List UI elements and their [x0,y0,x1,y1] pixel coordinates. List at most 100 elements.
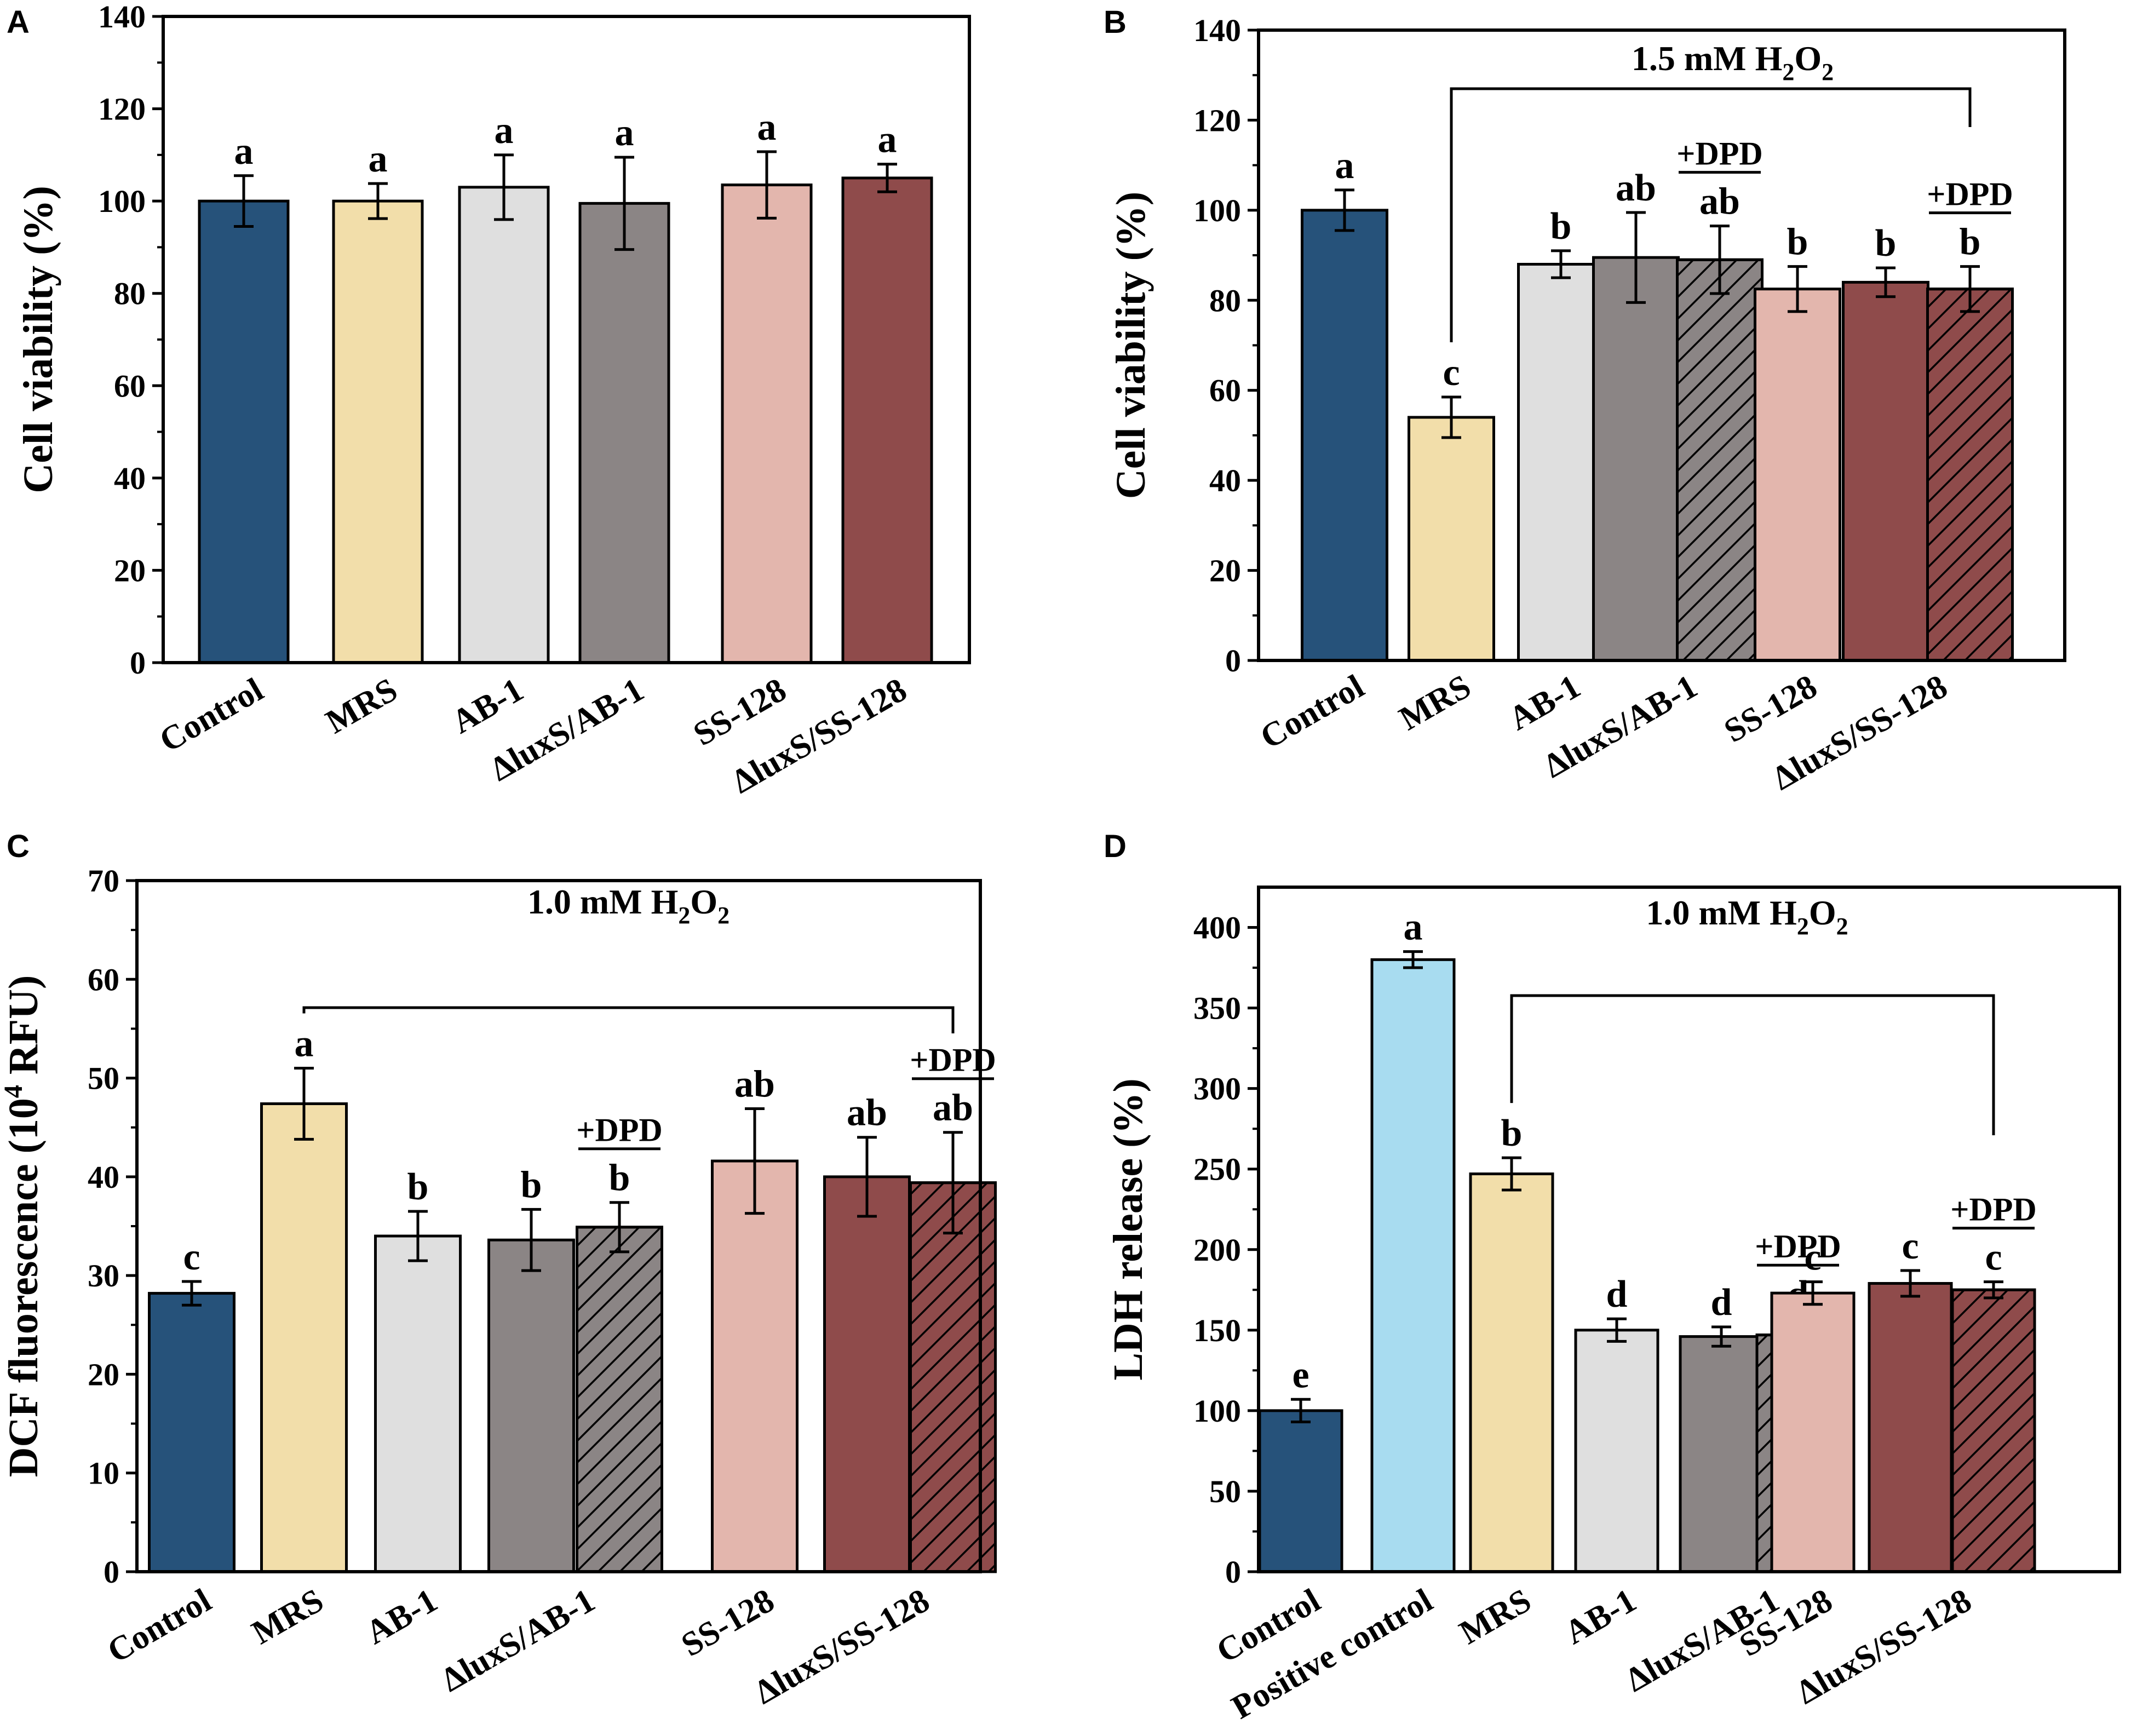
significance-letter: ab [1699,181,1740,223]
y-tick-label: 400 [1193,910,1241,946]
panel-b: 0 20 40 60 80 100 120 140 Cell viability (%) a c b a… [1108,13,2066,797]
significance-letter: d [1711,1281,1732,1324]
x-category-label-delta-luxs-ss-128: ΔluxS/SS-128 [748,1582,935,1711]
significance-letter: ab [847,1092,887,1134]
y-tick-label: 70 [88,863,119,899]
y-tick-label: 40 [1209,463,1241,498]
treatment-text: O [1794,39,1822,78]
bar-ss-128 [711,1159,799,1573]
y-axis-label-superscript: 4 [0,1085,28,1098]
y-tick-label: 140 [98,0,146,35]
y-tick-label: 300 [1193,1071,1241,1107]
significance-letter: e [1292,1354,1309,1396]
significance-letter: c [1985,1237,2002,1279]
treatment-subscript: 2 [1782,59,1794,85]
dpd-label: +DPD [910,1042,996,1078]
y-tick-label: 150 [1193,1313,1241,1348]
treatment-label: 1.0 mM H2O2 [1646,893,1848,940]
x-category-label-ab-1: AB-1 [1559,1582,1642,1652]
bar-control [1258,1409,1343,1573]
bar-delta-luxs-ab-1 [487,1238,575,1573]
bar-delta-luxs-ss-128 [823,1175,911,1573]
bar-delta-luxs-ab-1 [1679,1335,1764,1573]
plot-frame [135,879,982,1573]
panel-d: 0 50 100 150 200 250 300 350 400 LDH release (%) e… [1105,886,2121,1726]
treatment-text: O [690,882,717,921]
y-tick-label: 120 [1193,102,1241,138]
dpd-label: +DPD [1950,1192,2037,1228]
dpd-label: +DPD [576,1112,663,1148]
y-tick-label: 30 [88,1258,119,1294]
significance-letter: b [407,1166,429,1208]
bar-delta-luxs-ab-1-dpd-hatch [576,1226,663,1573]
x-category-label-ss-128: SS-128 [675,1582,780,1664]
significance-letter: ab [933,1087,973,1129]
significance-letter: b [521,1164,542,1206]
bar-control [198,199,290,664]
significance-letter: ab [1616,167,1656,209]
significance-letter: c [1902,1225,1919,1267]
y-tick-label: 40 [88,1159,119,1195]
panel-a: 0 20 40 60 80 100 120 140 Cell viability (%) a a a a… [15,0,971,801]
y-tick-label: 40 [114,461,146,496]
bar-control [148,1292,235,1573]
treatment-text: 1.0 mM H [1646,893,1797,932]
significance-letter: d [1606,1273,1628,1315]
x-category-label-mrs: MRS [320,671,404,741]
bar-delta-luxs-ab-1 [578,202,670,664]
significance-letter: a [1404,906,1423,949]
bar-ss-128 [721,183,813,664]
y-tick-label: 100 [1193,1393,1241,1429]
treatment-text: O [1809,893,1836,932]
dpd-label: +DPD [1676,136,1763,172]
plot-frame [1257,886,2121,1573]
panel-d-letter: D [1104,829,1127,864]
significance-letter: b [1787,221,1808,263]
significance-letter: a [878,119,897,161]
y-tick-label: 0 [1225,1554,1241,1590]
significance-letter: b [1501,1112,1523,1154]
bar-delta-luxs-ab-1-dpd-hatch [1676,258,1764,662]
y-axis-label: Cell viability (%) [15,186,61,493]
significance-letter: b [609,1157,630,1199]
x-category-label-control: Control [101,1582,217,1670]
significance-letter: a [295,1023,314,1065]
y-tick-label: 20 [114,553,146,588]
significance-letter: c [1443,352,1460,394]
bar-delta-luxs-ss-128 [841,176,933,664]
dpd-label: +DPD [1755,1228,1841,1264]
y-tick-label: 10 [88,1456,119,1491]
x-category-label-mrs: MRS [1393,668,1477,738]
y-axis-label-part: RFU) [1,975,47,1085]
y-tick-label: 60 [114,368,146,404]
y-tick-label: 0 [104,1554,119,1590]
panel-a-letter: A [7,4,30,40]
y-tick-label: 0 [130,645,146,681]
bar-ab-1 [458,186,550,664]
y-axis-label: DCF fluorescence (104 RFU) [0,975,47,1478]
treatment-text: 1.0 mM H [527,882,679,921]
bar-mrs [260,1102,348,1573]
significance-letter: ab [734,1063,775,1105]
x-category-label-ab-1: AB-1 [360,1582,444,1652]
bar-ab-1 [1574,1329,1659,1573]
bar-ss-128 [1770,1291,1856,1573]
x-category-label-control: Control [1254,668,1370,756]
x-category-label-delta-luxs-ab-1: ΔluxS/AB-1 [435,1582,601,1699]
y-tick-label: 200 [1193,1232,1241,1268]
treatment-bracket [1510,994,1995,1135]
y-axis-label: Cell viability (%) [1108,192,1154,499]
y-tick-label: 50 [1209,1474,1241,1509]
treatment-text: 1.5 mM H [1632,39,1783,78]
y-tick-label: 140 [1193,13,1241,48]
panel-c-letter: C [7,829,30,864]
bar-delta-luxs-ss-128 [1842,280,1929,662]
treatment-subscript: 2 [1797,913,1809,940]
y-tick-label: 60 [1209,373,1241,409]
plot-frame [1257,28,2066,662]
significance-letter: b [1960,221,1981,263]
bar-mrs [332,199,424,664]
treatment-subscript: 2 [678,902,690,929]
